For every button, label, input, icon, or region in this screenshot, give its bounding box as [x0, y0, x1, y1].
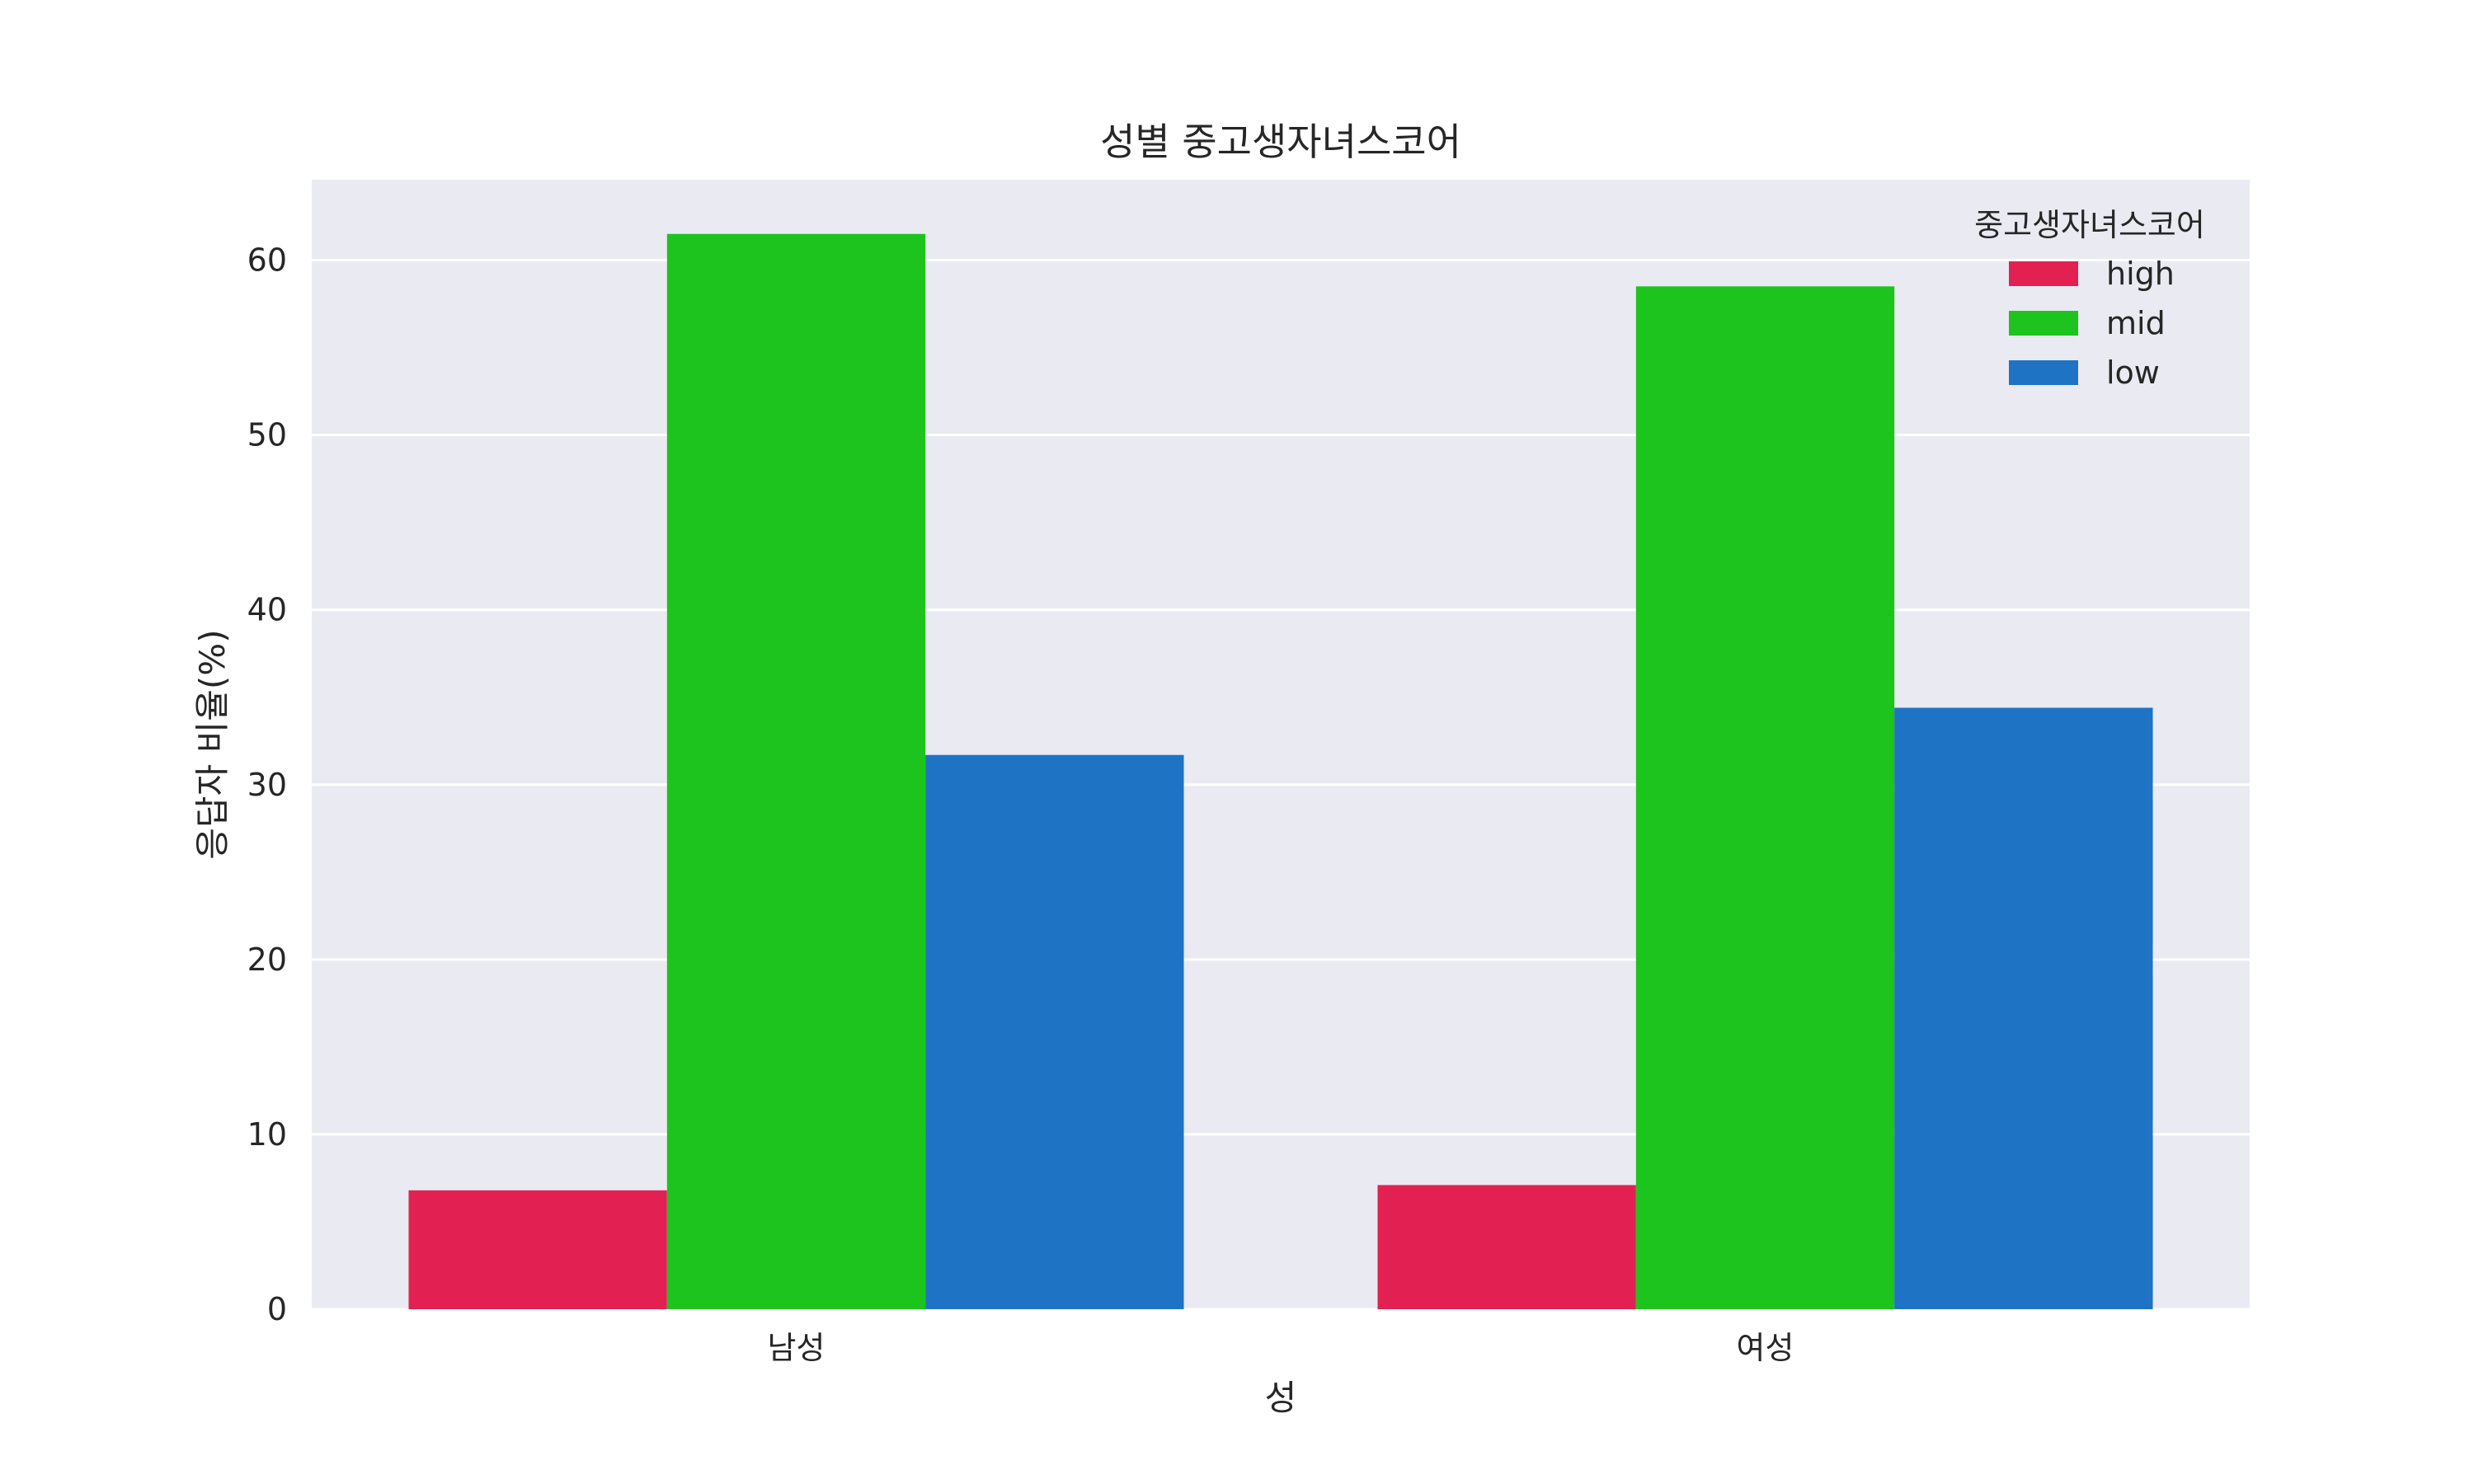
chart-title: 성별 중고생자녀스코어: [1100, 120, 1461, 164]
bar-high-1: [408, 1190, 667, 1309]
bars: [408, 233, 2153, 1309]
x-axis-ticks: 남성 여성: [768, 1330, 1794, 1366]
legend-label-high: high: [2106, 256, 2175, 292]
y-tick-label: 60: [247, 242, 287, 279]
bar-mid-2: [1635, 286, 1895, 1309]
legend-label-mid: mid: [2106, 305, 2166, 341]
bar-mid-1: [666, 233, 926, 1309]
y-axis-label: 응답자 비율(%): [192, 629, 233, 859]
bar-low-2: [1894, 707, 2153, 1309]
x-tick-label: 남성: [768, 1330, 825, 1366]
y-tick-label: 30: [247, 767, 287, 803]
y-tick-label: 20: [247, 942, 287, 978]
legend-label-low: low: [2106, 355, 2160, 391]
x-axis-label: 성: [1265, 1378, 1297, 1418]
y-axis-ticks: 0 10 20 30 40 50 60: [247, 242, 287, 1327]
legend-swatch-low: [2009, 360, 2078, 385]
legend-swatch-high: [2009, 261, 2078, 286]
legend-title: 중고생자녀스코어: [1974, 207, 2205, 243]
legend: 중고생자녀스코어 high mid low: [1974, 207, 2205, 391]
y-tick-label: 50: [247, 417, 287, 453]
y-tick-label: 0: [267, 1291, 287, 1327]
legend-swatch-mid: [2009, 311, 2078, 336]
x-tick-label: 여성: [1737, 1330, 1794, 1366]
bar-low-1: [925, 754, 1184, 1309]
y-tick-label: 40: [247, 592, 287, 628]
bar-high-2: [1377, 1185, 1636, 1309]
y-tick-label: 10: [247, 1116, 287, 1153]
